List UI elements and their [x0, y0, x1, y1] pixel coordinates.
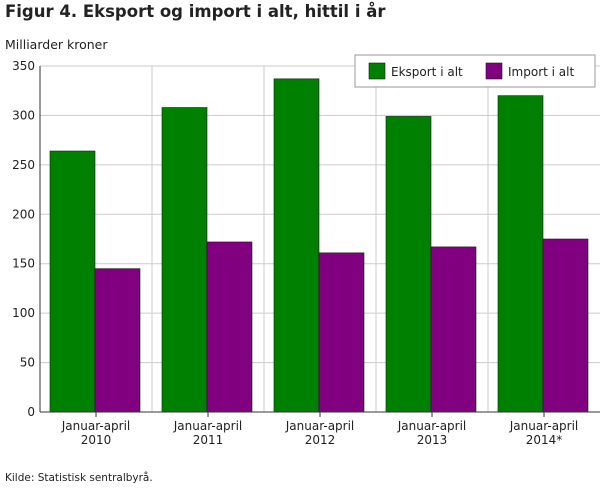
legend-swatch-import: [485, 62, 503, 80]
x-tick-label: Januar-april 2010: [61, 419, 131, 447]
legend: Eksport i alt Import i alt: [354, 54, 596, 88]
legend-label-eksport: Eksport i alt: [391, 65, 463, 79]
source-note: Kilde: Statistisk sentralbyrå.: [5, 472, 153, 484]
y-tick-label: 200: [12, 207, 35, 221]
bars: [49, 78, 589, 413]
chart-title: Figur 4. Eksport og import i alt, hittil…: [5, 2, 386, 21]
y-tick-label: 300: [12, 108, 35, 122]
y-tick-label: 350: [12, 59, 35, 73]
y-tick-label: 150: [12, 257, 35, 271]
y-tick-label: 0: [27, 405, 35, 419]
axes: 0 50 100 150 200 250 300 350 Januar-april 2010 Jan…: [12, 59, 600, 447]
x-tick-label: Januar-april 2013: [397, 419, 467, 447]
bar-eksport: [49, 150, 96, 413]
x-tick-label: Januar-april 2012: [285, 419, 355, 447]
bar-import: [318, 252, 365, 413]
legend-box: [354, 54, 596, 88]
y-tick-label: 50: [20, 356, 35, 370]
x-tick-label: Januar-april 2014*: [509, 419, 579, 447]
y-tick-label: 250: [12, 158, 35, 172]
legend-label-import: Import i alt: [508, 65, 574, 79]
y-tick-label: 100: [12, 306, 35, 320]
bar-eksport: [497, 95, 544, 413]
bar-import: [542, 238, 589, 413]
bar-import: [206, 241, 253, 413]
bar-import: [430, 246, 477, 413]
x-tick-label: Januar-april 2011: [173, 419, 243, 447]
bar-eksport: [273, 78, 320, 413]
bar-eksport: [161, 107, 208, 413]
legend-swatch-eksport: [368, 62, 386, 80]
y-axis-label: Milliarder kroner: [5, 37, 108, 52]
bar-eksport: [385, 116, 432, 413]
bar-import: [94, 268, 141, 413]
